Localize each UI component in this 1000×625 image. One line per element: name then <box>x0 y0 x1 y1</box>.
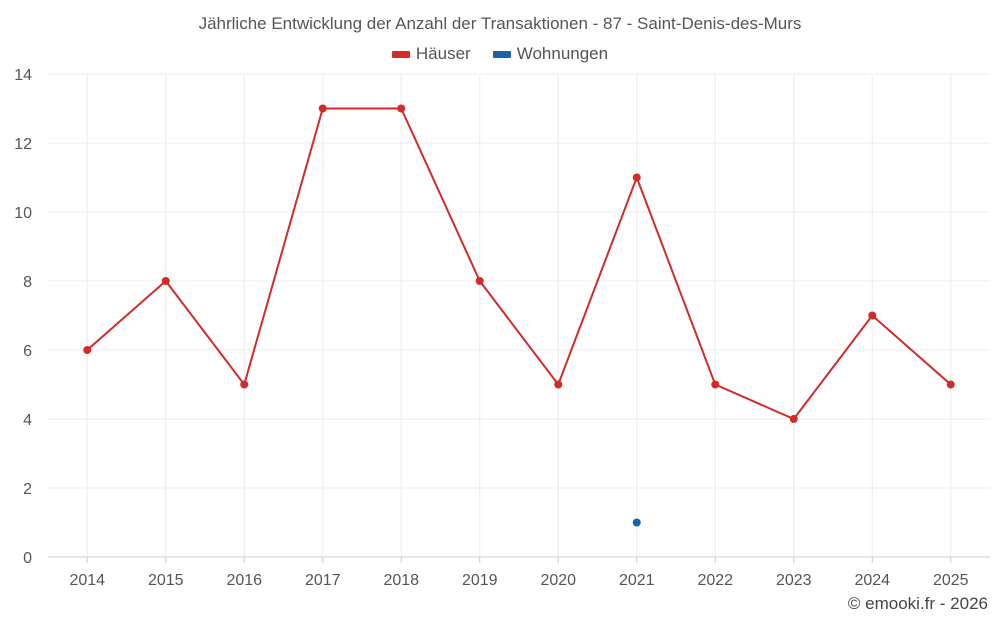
x-tick-label: 2014 <box>69 572 105 589</box>
data-point-haeuser <box>318 104 327 113</box>
data-point-haeuser <box>554 380 563 389</box>
x-tick-label: 2025 <box>933 572 969 589</box>
y-tick-label: 6 <box>23 343 32 360</box>
x-tick-label: 2024 <box>854 572 890 589</box>
x-tick-label: 2023 <box>776 572 812 589</box>
x-tick-label: 2021 <box>619 572 655 589</box>
y-tick-label: 4 <box>23 412 32 429</box>
data-point-haeuser <box>632 173 641 182</box>
y-tick-label: 0 <box>23 550 32 567</box>
x-tick-label: 2020 <box>540 572 576 589</box>
data-point-haeuser <box>946 380 955 389</box>
x-tick-label: 2017 <box>305 572 341 589</box>
data-point-haeuser <box>240 380 249 389</box>
copyright-credit: © emooki.fr - 2026 <box>847 594 988 613</box>
y-tick-label: 10 <box>14 205 32 222</box>
data-point-haeuser <box>868 311 877 320</box>
x-tick-label: 2022 <box>697 572 733 589</box>
y-tick-label: 2 <box>23 481 32 498</box>
x-tick-label: 2016 <box>226 572 262 589</box>
x-tick-label: 2015 <box>148 572 184 589</box>
y-tick-label: 14 <box>14 67 32 84</box>
data-point-wohnungen <box>632 518 641 527</box>
data-point-haeuser <box>161 277 170 285</box>
x-tick-label: 2019 <box>462 572 498 589</box>
x-tick-label: 2018 <box>383 572 419 589</box>
series-line-haeuser <box>86 107 952 420</box>
y-tick-label: 12 <box>14 136 32 153</box>
data-point-haeuser <box>475 277 484 285</box>
data-point-haeuser <box>83 346 92 354</box>
data-point-haeuser <box>711 380 720 389</box>
chart-title: Jährliche Entwicklung der Anzahl der Tra… <box>198 14 802 33</box>
data-point-haeuser <box>789 415 798 423</box>
legend-label-wohnungen: Wohnungen <box>516 44 609 63</box>
legend-label-haeuser: Häuser <box>415 44 471 63</box>
data-point-haeuser <box>397 104 406 113</box>
legend-swatch-wohnungen <box>492 50 511 58</box>
legend: Häuser Wohnungen <box>0 44 1000 64</box>
legend-swatch-haeuser <box>391 50 410 58</box>
legend-item-haeuser[interactable]: Häuser <box>391 44 471 64</box>
y-tick-label: 8 <box>23 274 32 291</box>
legend-item-wohnungen[interactable]: Wohnungen <box>492 44 609 64</box>
